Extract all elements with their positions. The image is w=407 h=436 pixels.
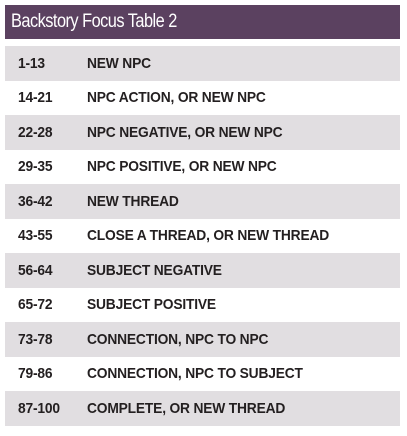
- row-range: 43-55: [18, 227, 53, 245]
- table-title: Backstory Focus Table 2: [11, 11, 177, 32]
- table-row: 36-42 NEW THREAD: [5, 184, 400, 219]
- row-result: NPC NEGATIVE, OR NEW NPC: [87, 123, 283, 141]
- row-range: 1-13: [18, 54, 45, 72]
- row-result: SUBJECT NEGATIVE: [87, 261, 222, 279]
- table-body: 1-13 NEW NPC 14-21 NPC ACTION, OR NEW NP…: [5, 46, 400, 426]
- row-result: NPC POSITIVE, OR NEW NPC: [87, 158, 277, 176]
- table-row: 79-86 CONNECTION, NPC TO SUBJECT: [5, 357, 400, 392]
- row-range: 87-100: [18, 399, 60, 417]
- row-range: 56-64: [18, 261, 53, 279]
- row-range: 29-35: [18, 158, 53, 176]
- table-row: 73-78 CONNECTION, NPC TO NPC: [5, 322, 400, 357]
- row-range: 65-72: [18, 296, 53, 314]
- table-row: 29-35 NPC POSITIVE, OR NEW NPC: [5, 150, 400, 185]
- backstory-focus-table: Backstory Focus Table 2 1-13 NEW NPC 14-…: [5, 5, 400, 426]
- row-range: 36-42: [18, 192, 53, 210]
- table-row: 87-100 COMPLETE, OR NEW THREAD: [5, 391, 400, 426]
- row-result: NPC ACTION, OR NEW NPC: [87, 89, 266, 107]
- row-result: NEW NPC: [87, 54, 151, 72]
- row-result: NEW THREAD: [87, 192, 179, 210]
- table-row: 14-21 NPC ACTION, OR NEW NPC: [5, 81, 400, 116]
- row-result: COMPLETE, OR NEW THREAD: [87, 399, 286, 417]
- table-row: 1-13 NEW NPC: [5, 46, 400, 81]
- table-title-bar: Backstory Focus Table 2: [5, 5, 400, 39]
- row-result: CONNECTION, NPC TO SUBJECT: [87, 365, 303, 383]
- table-row: 22-28 NPC NEGATIVE, OR NEW NPC: [5, 115, 400, 150]
- table-row: 43-55 CLOSE A THREAD, OR NEW THREAD: [5, 219, 400, 254]
- row-range: 79-86: [18, 365, 53, 383]
- row-range: 14-21: [18, 89, 53, 107]
- row-range: 73-78: [18, 330, 53, 348]
- table-row: 56-64 SUBJECT NEGATIVE: [5, 253, 400, 288]
- row-result: CLOSE A THREAD, OR NEW THREAD: [87, 227, 330, 245]
- table-row: 65-72 SUBJECT POSITIVE: [5, 288, 400, 323]
- row-result: CONNECTION, NPC TO NPC: [87, 330, 269, 348]
- row-result: SUBJECT POSITIVE: [87, 296, 216, 314]
- row-range: 22-28: [18, 123, 53, 141]
